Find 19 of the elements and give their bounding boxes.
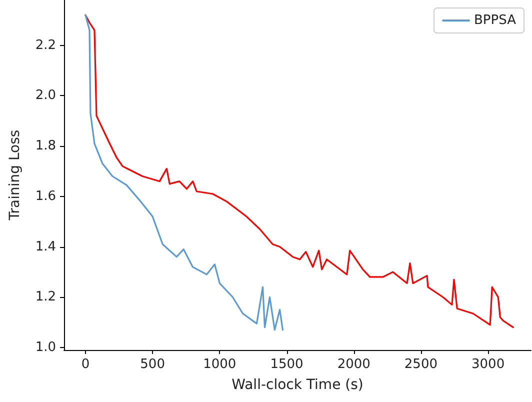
line-series	[84, 14, 514, 328]
x-tick-label: 1000	[203, 357, 236, 372]
x-tick-label: 500	[140, 357, 165, 372]
y-axis-title: Training Loss	[7, 130, 23, 222]
x-tick-label: 1500	[270, 357, 304, 372]
y-tick-label: 2.2	[35, 38, 56, 53]
y-tick-label: 1.2	[35, 290, 56, 305]
line-series	[84, 14, 284, 331]
y-tick-label: 2.0	[35, 88, 56, 104]
x-tick-label: 2500	[404, 357, 438, 372]
y-tick-label: 1.0	[35, 340, 56, 355]
y-tick-label: 1.4	[35, 239, 56, 254]
y-tick-label: 1.6	[35, 188, 56, 204]
x-axis-title: Wall-clock Time (s)	[232, 377, 364, 393]
x-tick-label: 0	[81, 357, 90, 372]
x-tick-label: 3000	[472, 357, 505, 372]
legend-label: BPPSA	[474, 13, 516, 28]
x-tick-label: 2000	[337, 357, 370, 372]
y-tick-label: 1.8	[35, 138, 56, 154]
